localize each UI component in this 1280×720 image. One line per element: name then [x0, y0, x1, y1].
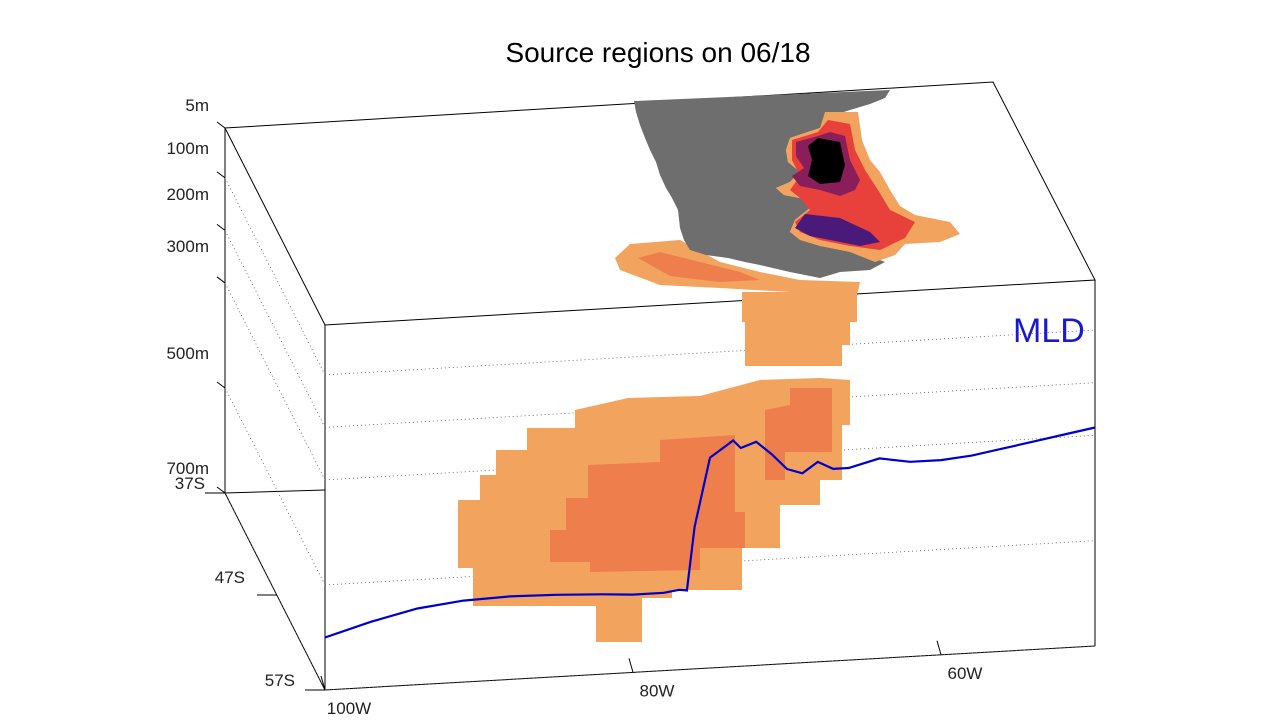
latitude-axis: 37S 47S 57S [175, 474, 325, 691]
depth-axis: 5m 100m 200m 300m 500m 700m [166, 96, 226, 494]
lon-tick-label: 60W [948, 664, 983, 683]
lon-tick [628, 658, 634, 673]
surface-patch [638, 252, 760, 282]
lat-tick-label: 57S [265, 671, 295, 690]
surface-patch [615, 240, 860, 292]
longitude-axis: 100W 80W 60W [320, 640, 983, 718]
depth-tick [216, 224, 226, 231]
depth-grid [224, 177, 1096, 691]
mld-line [324, 426, 1096, 639]
mld-label: MLD [1013, 312, 1085, 350]
depth-gridline [324, 540, 1096, 586]
lon-tick-label: 80W [640, 681, 675, 700]
depth-tick-label: 300m [166, 237, 209, 256]
hot-core [808, 138, 845, 184]
depth-gridline [224, 387, 326, 586]
subsurface-core [550, 435, 745, 572]
depth-tick-label: 700m [166, 459, 209, 478]
chart-title: Source regions on 06/18 [505, 37, 810, 68]
hot-high [795, 214, 880, 246]
lon-tick [936, 640, 942, 655]
subsurface-core [765, 388, 832, 480]
lon-tick [320, 675, 326, 691]
depth-tick [216, 171, 226, 179]
source-region-heatmap [458, 240, 860, 642]
column-patch [742, 292, 857, 366]
lat-tick-label: 37S [175, 474, 205, 493]
box-edge-back-bottom [224, 489, 326, 494]
depth-gridline [224, 230, 326, 428]
depth-tick [216, 276, 226, 284]
depth-gridline [224, 282, 326, 481]
lon-tick-label: 100W [327, 699, 371, 718]
hot-source-region [776, 112, 960, 262]
depth-tick [216, 381, 226, 389]
depth-tick-label: 5m [185, 96, 209, 115]
lat-tick-label: 47S [215, 568, 245, 587]
depth-tick [216, 486, 226, 494]
depth-tick-label: 500m [166, 344, 209, 363]
depth-gridline [224, 492, 326, 691]
depth-gridline [324, 645, 1096, 691]
depth-tick [216, 121, 226, 129]
depth-tick-label: 200m [166, 185, 209, 204]
depth-gridline [324, 434, 1096, 481]
box-edge-left-bottom [224, 492, 326, 691]
depth-gridline [324, 329, 1096, 376]
depth-gridline [224, 177, 326, 376]
depth-tick-label: 100m [166, 139, 209, 158]
depth-gridline [324, 382, 1096, 428]
land-polygon [634, 90, 890, 278]
